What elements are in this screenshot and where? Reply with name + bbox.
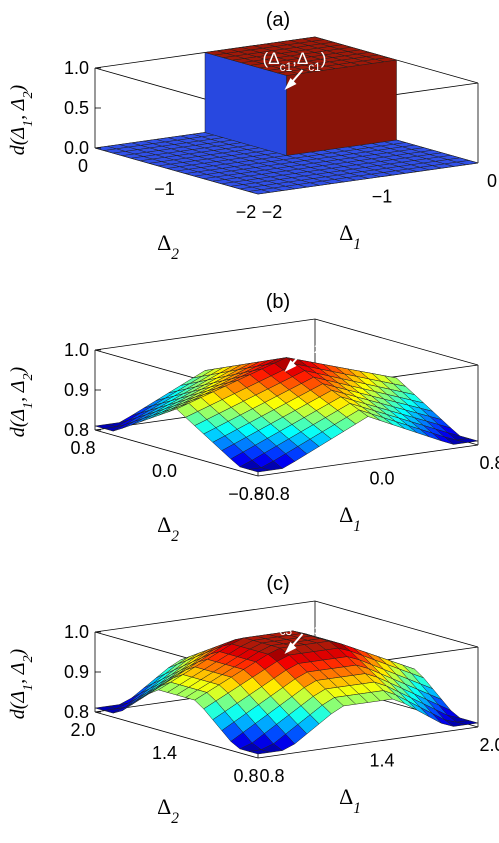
axis-box-edge — [94, 600, 316, 633]
y-axis-label: Δ2 — [157, 794, 179, 827]
z-axis-label: d(Δ1, Δ2) — [7, 366, 36, 437]
axis-box-edge — [314, 318, 479, 366]
x-tick-label: −0.8 — [254, 484, 290, 504]
z-axis-label: d(Δ1, Δ2) — [7, 648, 36, 719]
x-tick-label: 1.4 — [369, 751, 394, 771]
y-tick-label: 0.8 — [233, 766, 258, 786]
critical-point-annotation: (Δc1,Δc1) — [263, 49, 327, 74]
x-axis-label: Δ1 — [339, 784, 361, 817]
annotation-arrowhead — [284, 360, 297, 372]
y-tick-label: −0.8 — [228, 484, 264, 504]
step-wall — [286, 59, 397, 156]
z-tick-label: 0.9 — [64, 662, 89, 682]
axis-box-edge — [94, 711, 259, 759]
axis-box-edge — [94, 318, 316, 351]
x-axis-label: Δ1 — [339, 502, 361, 535]
axis-box-edge — [314, 600, 479, 648]
z-tick-label: 0.8 — [64, 420, 89, 440]
y-tick-label: 0.8 — [70, 438, 95, 458]
surface — [94, 630, 479, 755]
y-tick-label: 0 — [78, 156, 88, 176]
y-tick-label: −2 — [236, 202, 257, 222]
z-tick-label: 0.0 — [64, 138, 89, 158]
surface-patch — [248, 749, 271, 755]
axis-box-edge — [257, 444, 479, 477]
panel-a: 0.0 0.5 1.0 −2 −1 0 −2 −1 0 (a) Δ2 Δ1 d(Δ1, Δ2) (Δc1,… — [7, 9, 497, 263]
y-tick-label: 0.0 — [152, 461, 177, 481]
x-tick-label: −2 — [262, 202, 283, 222]
axis-box-edge — [257, 726, 479, 759]
surface-patch — [302, 36, 325, 42]
x-tick-label: 0 — [487, 171, 497, 191]
y-axis-label: Δ2 — [157, 230, 179, 263]
critical-point-annotation: (Δc2,Δc2) — [263, 331, 327, 356]
surface — [94, 36, 479, 195]
y-axis-label: Δ2 — [157, 512, 179, 545]
z-tick-label: 1.0 — [64, 58, 89, 78]
z-tick-label: 0.8 — [64, 702, 89, 722]
z-tick-label: 1.0 — [64, 622, 89, 642]
panel-title: (c) — [266, 573, 289, 595]
panel-c: 0.80.91.00.81.42.00.81.42.0(c)Δ2Δ1d(Δ1, … — [7, 573, 499, 827]
y-tick-label: −1 — [154, 179, 175, 199]
z-tick-label: 1.0 — [64, 340, 89, 360]
y-tick-label: 2.0 — [70, 720, 95, 740]
annotation-arrowhead — [284, 642, 297, 654]
x-tick-label: 0.8 — [479, 453, 499, 473]
z-tick-label: 0.5 — [64, 98, 89, 118]
critical-point-annotation: (Δc3,Δc3) — [263, 613, 327, 638]
x-axis-label: Δ1 — [339, 220, 361, 253]
z-tick-label: 0.9 — [64, 380, 89, 400]
panel-title: (a) — [266, 9, 290, 31]
annotation-arrowhead — [284, 78, 297, 90]
x-tick-label: −1 — [372, 187, 393, 207]
x-tick-label: 2.0 — [479, 735, 499, 755]
surface-patch — [248, 189, 271, 195]
z-axis-label: d(Δ1, Δ2) — [7, 84, 36, 155]
axis-box-edge — [94, 429, 259, 477]
surface — [94, 357, 479, 473]
surface-patch — [248, 467, 271, 473]
y-tick-label: 1.4 — [152, 743, 177, 763]
x-tick-label: 0.8 — [259, 766, 284, 786]
panel-b: 0.8 0.9 1.0 −0.8 0.0 0.8 −0.8 0.0 0.8 (b) Δ2 Δ1 d(Δ1… — [7, 291, 499, 545]
panel-title: (b) — [266, 291, 290, 313]
x-tick-label: 0.0 — [369, 469, 394, 489]
